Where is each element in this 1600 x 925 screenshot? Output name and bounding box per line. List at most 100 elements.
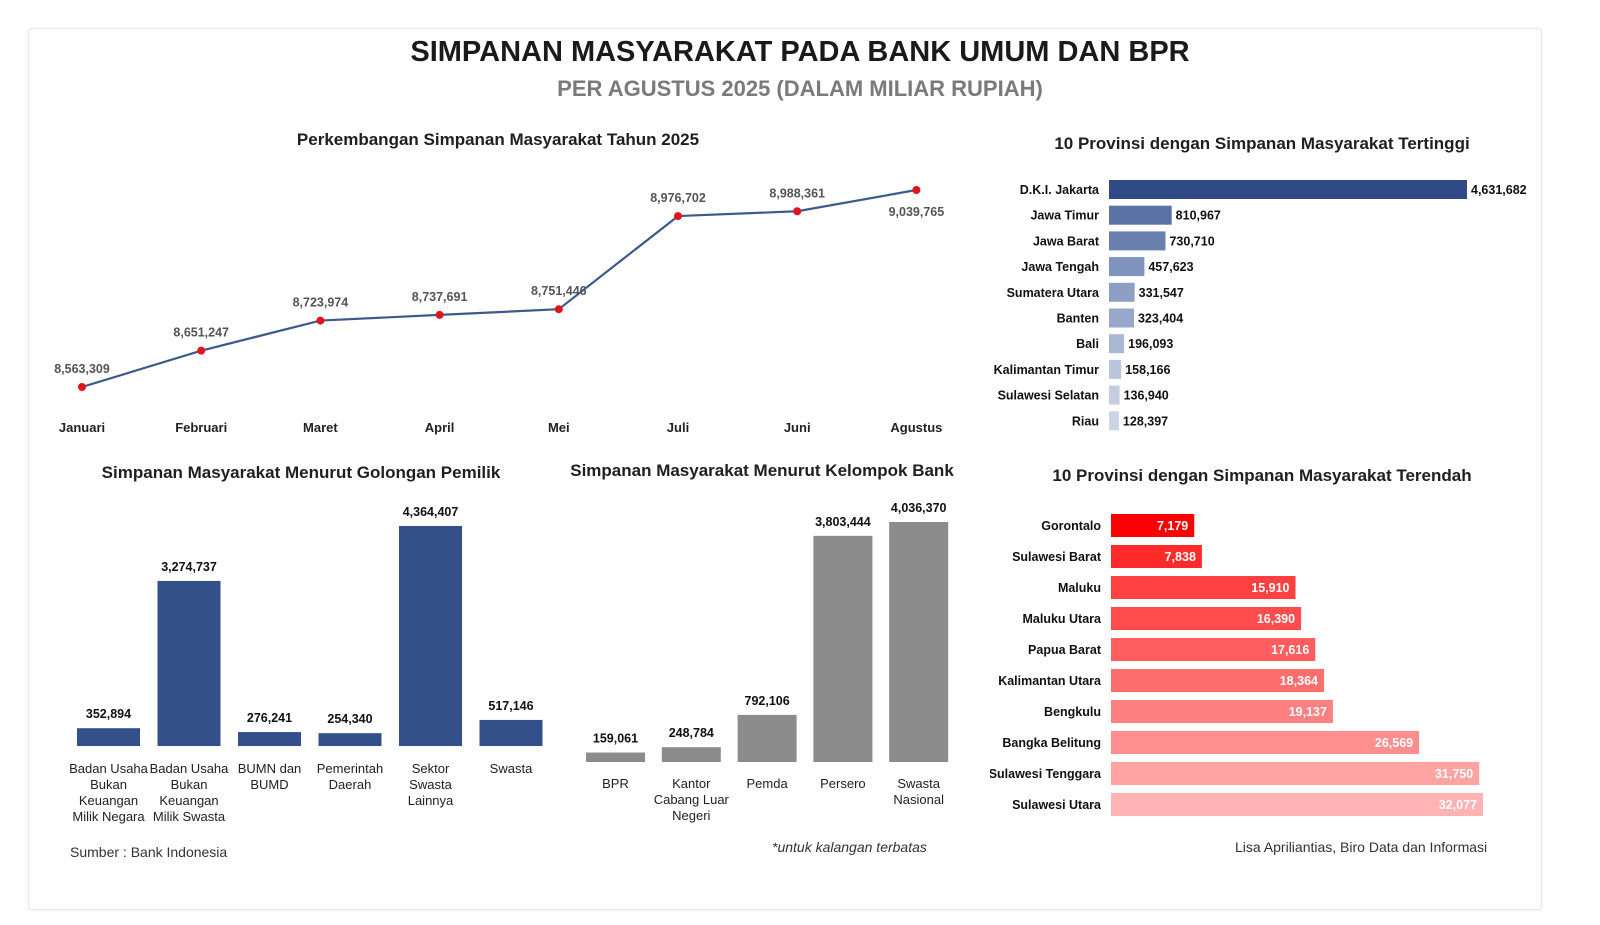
bottom10-province-label-9: Sulawesi Utara	[1012, 798, 1102, 812]
pemilik-value-label-5: 517,146	[488, 699, 533, 713]
trend-point-4	[554, 305, 563, 314]
restriction-note: *untuk kalangan terbatas	[772, 839, 927, 855]
top10-bar-1	[1109, 205, 1172, 225]
top10-value-label-6: 196,093	[1128, 337, 1173, 351]
trend-value-label-1: 8,651,247	[173, 326, 229, 340]
pemilik-category-label-2: BUMN dan BUMD	[237, 761, 302, 792]
pemilik-bar-0	[77, 728, 140, 746]
bottom10-bar-5	[1111, 669, 1324, 692]
bottom10-value-label-6: 19,137	[1289, 705, 1327, 719]
pemilik-category-label-4: Sektor Swasta Lainnya	[407, 761, 454, 808]
kelompok-bar-4	[889, 522, 949, 762]
pemilik-value-label-0: 352,894	[86, 707, 131, 721]
trend-value-label-5: 8,976,702	[650, 191, 706, 205]
kelompok-bar-1	[661, 747, 721, 762]
bottom10-value-label-0: 7,179	[1157, 519, 1188, 533]
pemilik-category-label-0: Badan Usaha Bukan Keuangan Milik Negara	[69, 761, 148, 824]
top10-province-label-3: Jawa Tengah	[1021, 260, 1099, 274]
bottom10-province-label-7: Bangka Belitung	[1002, 736, 1101, 750]
bottom10-value-label-8: 31,750	[1435, 767, 1473, 781]
bottom10-value-label-3: 16,390	[1257, 612, 1295, 626]
bottom10-bar-4	[1111, 638, 1316, 661]
pemilik-bar-5	[479, 719, 543, 746]
trend-month-label-2: Maret	[303, 420, 338, 435]
bottom10-bar-0	[1111, 514, 1195, 537]
bottom10-bar-1	[1111, 545, 1202, 568]
trend-value-label-4: 8,751,446	[531, 284, 587, 298]
bottom10-bar-8	[1111, 762, 1480, 785]
bottom10-bar-chart: Gorontalo 7,179 Sulawesi Barat 7,838 Maluku 1…	[990, 514, 1483, 816]
kelompok-bar-2	[737, 714, 797, 762]
trend-value-label-3: 8,737,691	[412, 290, 468, 304]
top10-bar-5	[1109, 308, 1134, 328]
pemilik-chart-title: Simpanan Masyarakat Menurut Golongan Pem…	[101, 463, 501, 482]
pemilik-bar-4	[399, 526, 462, 746]
bottom10-bar-6	[1111, 700, 1333, 723]
pemilik-bar-chart: 352,894 3,274,737 276,241 254,340 4,364,407 5…	[77, 505, 543, 746]
top10-bar-0	[1109, 180, 1467, 199]
bottom10-province-label-4: Papua Barat	[1028, 643, 1102, 657]
bottom10-bar-3	[1111, 607, 1302, 630]
top10-bar-3	[1109, 257, 1145, 277]
trend-point-3	[435, 310, 444, 319]
top10-value-label-9: 128,397	[1123, 414, 1168, 428]
kelompok-value-label-3: 3,803,444	[815, 515, 871, 529]
kelompok-chart-title: Simpanan Masyarakat Menurut Kelompok Ban…	[570, 461, 954, 480]
top10-value-label-1: 810,967	[1176, 209, 1221, 223]
trend-month-label-5: Juli	[667, 420, 689, 435]
kelompok-bar-0	[586, 752, 645, 762]
top10-province-label-7: Kalimantan Timur	[994, 363, 1099, 377]
trend-month-label-7: Agustus	[890, 420, 942, 435]
top10-bar-6	[1109, 334, 1125, 354]
kelompok-category-label-2: Pemda	[746, 776, 788, 791]
trend-month-label-0: Januari	[59, 420, 105, 435]
trend-value-label-0: 8,563,309	[54, 362, 110, 376]
top10-value-label-0: 4,631,682	[1471, 183, 1527, 197]
bottom10-province-label-1: Sulawesi Barat	[1012, 550, 1102, 564]
top10-bar-2	[1109, 231, 1166, 251]
pemilik-value-label-3: 254,340	[327, 712, 372, 726]
kelompok-value-label-2: 792,106	[745, 694, 790, 708]
top10-province-label-5: Banten	[1057, 312, 1099, 326]
top10-province-label-8: Sulawesi Selatan	[998, 389, 1099, 403]
pemilik-category-label-5: Swasta	[489, 761, 533, 776]
pemilik-value-label-2: 276,241	[247, 711, 292, 725]
pemilik-value-label-1: 3,274,737	[161, 560, 217, 574]
page-subtitle: PER AGUSTUS 2025 (DALAM MILIAR RUPIAH)	[557, 76, 1043, 101]
top10-province-label-1: Jawa Timur	[1030, 209, 1099, 223]
trend-chart-title: Perkembangan Simpanan Masyarakat Tahun 2…	[296, 130, 700, 149]
top10-value-label-2: 730,710	[1169, 234, 1214, 248]
trend-value-label-6: 8,988,361	[769, 186, 825, 200]
pemilik-bar-1	[157, 580, 221, 746]
pemilik-category-label-1: Badan Usaha Bukan Keuangan Milik Swasta	[149, 761, 229, 824]
bottom10-value-label-7: 26,569	[1375, 736, 1413, 750]
trend-value-label-2: 8,723,974	[293, 296, 349, 310]
bottom10-value-label-9: 32,077	[1439, 798, 1477, 812]
bottom10-value-label-5: 18,364	[1280, 674, 1318, 688]
bottom10-province-label-0: Gorontalo	[1041, 519, 1101, 533]
trend-month-label-3: April	[425, 420, 455, 435]
top10-value-label-3: 457,623	[1148, 260, 1193, 274]
pemilik-bar-2	[238, 732, 301, 746]
top10-province-label-6: Bali	[1076, 337, 1099, 351]
trend-point-5	[674, 212, 682, 221]
trend-point-2	[316, 316, 325, 325]
trend-line-chart: 8,563,309 Januari 8,651,247 Februari 8,723,9…	[54, 186, 944, 435]
kelompok-value-label-0: 159,061	[593, 732, 638, 746]
top10-province-label-9: Riau	[1072, 414, 1099, 428]
pemilik-value-label-4: 4,364,407	[403, 505, 459, 519]
top10-bar-8	[1109, 385, 1120, 405]
bottom10-value-label-2: 15,910	[1251, 581, 1289, 595]
bottom10-bar-2	[1111, 576, 1296, 599]
top10-bar-chart: D.K.I. Jakarta 4,631,682 Jawa Timur 810,967…	[994, 180, 1527, 431]
kelompok-category-label-1: Kantor Cabang Luar Negeri	[653, 776, 729, 823]
pemilik-category-label-3: Pemerintah Daerah	[316, 761, 384, 792]
trend-month-label-4: Mei	[548, 420, 570, 435]
kelompok-value-label-4: 4,036,370	[891, 501, 947, 515]
trend-line	[81, 188, 917, 389]
top10-value-label-8: 136,940	[1124, 389, 1169, 403]
top10-province-label-4: Sumatera Utara	[1007, 286, 1100, 300]
top10-chart-title: 10 Provinsi dengan Simpanan Masyarakat T…	[1054, 134, 1470, 153]
infographic-frame	[28, 28, 1542, 910]
trend-month-label-6: Juni	[784, 420, 811, 435]
